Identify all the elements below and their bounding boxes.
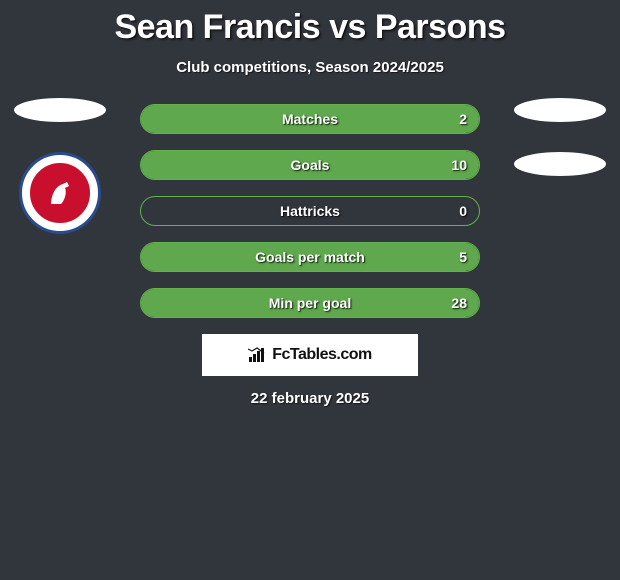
bar-value-right: 10: [451, 157, 467, 173]
player-ellipse: [514, 152, 606, 176]
bar-label: Goals: [291, 157, 330, 173]
player-ellipse: [14, 98, 106, 122]
bar-label: Matches: [282, 111, 338, 127]
stat-bar: Hattricks 0: [140, 196, 480, 226]
club-crest: [19, 152, 101, 234]
bar-value-right: 0: [459, 203, 467, 219]
stat-bar: Goals per match 5: [140, 242, 480, 272]
page-title: Sean Francis vs Parsons: [0, 0, 620, 47]
bar-label: Min per goal: [269, 295, 351, 311]
page-subtitle: Club competitions, Season 2024/2025: [0, 59, 620, 76]
comparison-content: Matches 2 Goals 10 Hattricks 0 Goals per match…: [0, 104, 620, 407]
left-column: [14, 98, 106, 234]
bar-value-right: 5: [459, 249, 467, 265]
page-date: 22 february 2025: [0, 390, 620, 407]
stat-bar: Min per goal 28: [140, 288, 480, 318]
bar-label: Hattricks: [280, 203, 340, 219]
stat-bar: Matches 2: [140, 104, 480, 134]
bar-value-right: 28: [451, 295, 467, 311]
bar-value-right: 2: [459, 111, 467, 127]
right-column: [514, 98, 606, 206]
branding-badge: FcTables.com: [202, 334, 418, 376]
chart-icon: [248, 347, 266, 363]
horse-icon: [43, 176, 77, 210]
stat-bars: Matches 2 Goals 10 Hattricks 0 Goals per match…: [140, 104, 480, 318]
club-crest-inner: [28, 161, 92, 225]
branding-text: FcTables.com: [272, 346, 372, 364]
stat-bar: Goals 10: [140, 150, 480, 180]
player-ellipse: [514, 98, 606, 122]
bar-label: Goals per match: [255, 249, 365, 265]
